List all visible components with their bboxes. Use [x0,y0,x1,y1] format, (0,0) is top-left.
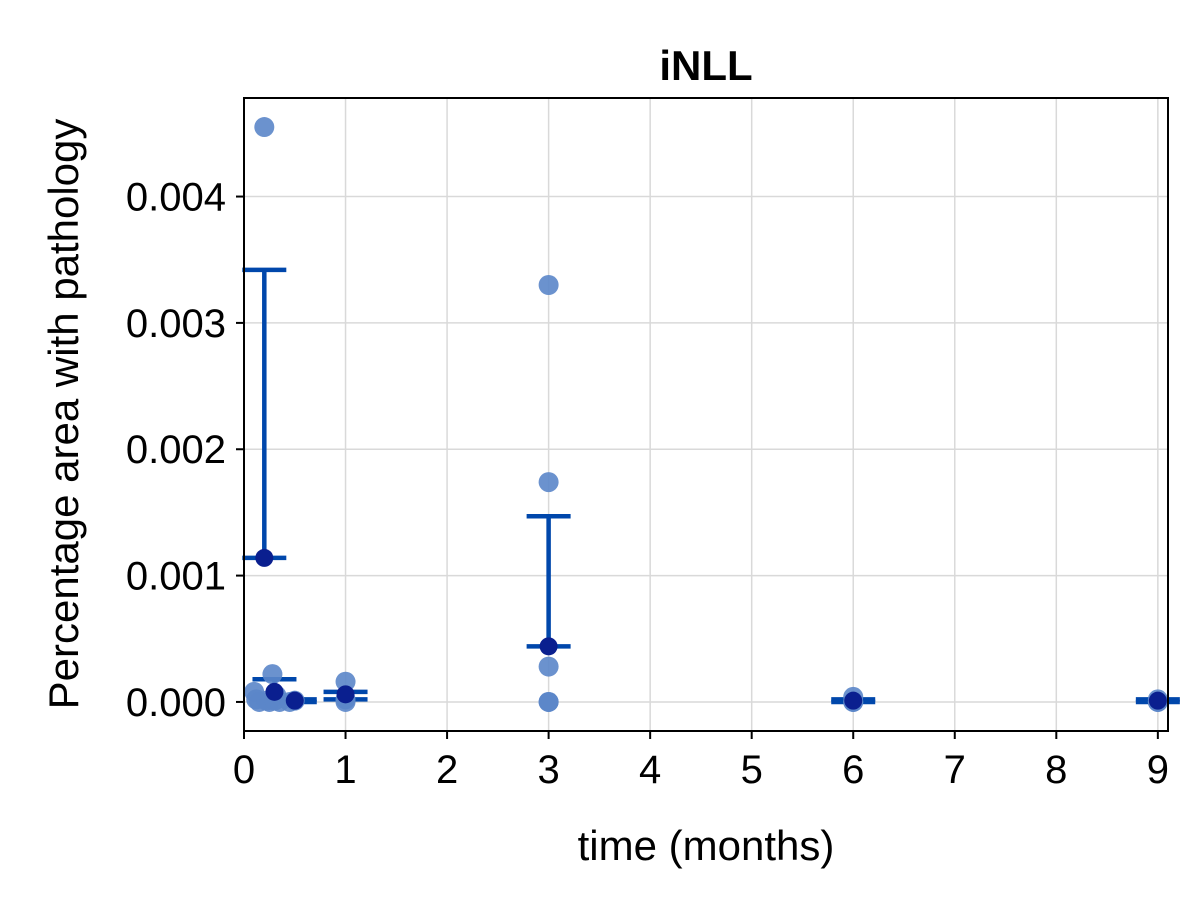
x-tick-label: 7 [944,748,966,792]
x-axis-label: time (months) [578,822,835,869]
y-axis-label: Percentage area with pathology [40,119,87,710]
chart-title: iNLL [659,42,752,89]
x-tick-label: 4 [639,748,661,792]
points-layer [244,117,1168,712]
mean-point [265,682,284,701]
x-tick-label: 8 [1045,748,1067,792]
mean-point [285,691,304,710]
mean-point [539,637,558,656]
plot-frame [243,97,1169,732]
x-tick-label: 0 [233,748,255,792]
data-point [254,117,275,138]
error-bar [526,513,571,649]
grid-layer [243,98,1168,731]
x-tick-label: 9 [1147,748,1169,792]
x-tick-label: 5 [741,748,763,792]
errorbar-layer [242,267,1180,705]
x-tick-label: 1 [334,748,356,792]
means-layer [255,548,1167,710]
x-tick-label: 3 [537,748,559,792]
data-point [262,664,283,685]
x-tick-label: 2 [436,748,458,792]
y-tick-label: 0.001 [126,555,226,599]
y-tick-label: 0.004 [126,176,226,220]
mean-point [844,691,863,710]
data-point [335,671,356,692]
data-point [538,656,559,677]
mean-point [1148,691,1167,710]
x-axis-ticks: 0 1 2 3 4 5 6 7 8 9 [233,731,1169,792]
data-point [538,691,559,712]
mean-point [336,685,355,704]
error-bar [242,267,287,561]
x-tick-label: 6 [842,748,864,792]
y-tick-label: 0.002 [126,428,226,472]
y-tick-label: 0.003 [126,302,226,346]
data-point [538,274,559,295]
y-axis-ticks: 0.000 0.001 0.002 0.003 0.004 [126,176,244,725]
data-point [538,472,559,493]
mean-point [255,548,274,567]
y-tick-label: 0.000 [126,681,226,725]
